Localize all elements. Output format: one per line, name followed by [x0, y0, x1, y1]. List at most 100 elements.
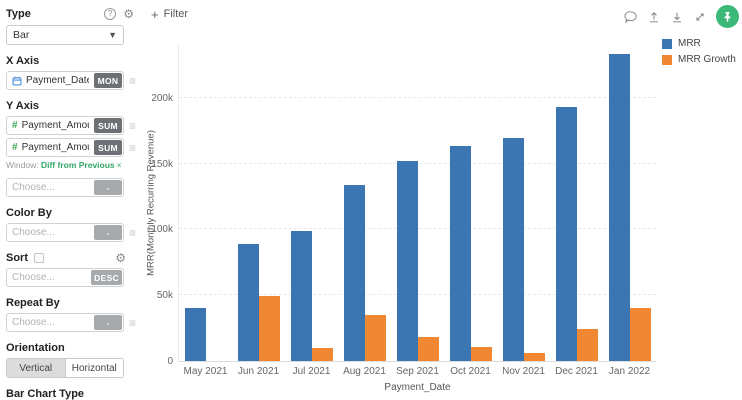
chart-legend: MRR MRR Growth — [662, 38, 736, 65]
bar-mrr[interactable] — [343, 184, 365, 361]
x-axis-title: Payment_Date — [384, 382, 451, 393]
aggregation-badge[interactable]: SUM — [94, 118, 122, 133]
window-function-tag: Window: Diff from Previous × — [6, 160, 122, 170]
bar-group — [232, 45, 285, 361]
download-icon[interactable] — [670, 10, 684, 24]
x-axis-field[interactable]: Payment_Date MON — [6, 71, 124, 90]
drag-handle-icon[interactable]: ≡ — [128, 118, 136, 133]
bar-mrr-growth[interactable] — [311, 347, 333, 361]
bar-mrr[interactable] — [608, 54, 630, 361]
bar-group — [497, 45, 550, 361]
x-axis-tick-label: Sep 2021 — [396, 366, 439, 377]
y-axis-field-name: Payment_Amount — [21, 120, 89, 131]
chart-type-value: Bar — [13, 29, 30, 41]
chart-config-sidebar: Type ? ⚙ Bar ▼ X Axis Payment_Date MON ≡… — [0, 0, 138, 400]
x-axis-tick-label: Oct 2021 — [450, 366, 491, 377]
orientation-horizontal-option[interactable]: Horizontal — [64, 359, 123, 377]
settings-gear-icon[interactable]: ⚙ — [123, 7, 134, 21]
sort-settings-gear-icon[interactable]: ⚙ — [115, 251, 126, 265]
x-axis-tick-label: Jun 2021 — [237, 366, 280, 377]
y-axis-label: Y Axis — [6, 100, 40, 112]
x-axis-tick-label: Jul 2021 — [292, 366, 331, 377]
x-axis-tick-label: Nov 2021 — [502, 366, 545, 377]
bar-group — [338, 45, 391, 361]
legend-item[interactable]: MRR Growth — [662, 54, 736, 65]
bar-mrr[interactable] — [502, 138, 524, 361]
bar-mrr-growth[interactable] — [470, 346, 492, 361]
legend-label: MRR — [678, 38, 701, 49]
plot-area: 0 50k 100k 150k 200k May 2021 Jun 2021 Jul 2021… — [151, 45, 656, 393]
y-axis-field-name: Payment_Amount — [21, 142, 89, 153]
empty-aggregation-badge[interactable]: - — [94, 225, 122, 240]
bar-group — [444, 45, 497, 361]
drag-handle-icon[interactable]: ≡ — [128, 315, 136, 330]
empty-aggregation-badge[interactable]: - — [94, 180, 122, 195]
legend-item[interactable]: MRR — [662, 38, 736, 49]
number-type-icon: # — [12, 120, 18, 131]
bar-mrr-growth[interactable] — [417, 337, 439, 361]
x-axis-field-name: Payment_Date — [26, 75, 89, 86]
chart-type-select[interactable]: Bar ▼ — [6, 25, 124, 45]
bar-group — [179, 45, 232, 361]
color-by-field[interactable]: Choose... - — [6, 223, 124, 242]
bar-mrr[interactable] — [555, 106, 577, 361]
number-type-icon: # — [12, 142, 18, 153]
sort-label: Sort — [6, 252, 28, 264]
bar-mrr-growth[interactable] — [576, 329, 598, 361]
aggregation-badge[interactable]: SUM — [94, 140, 122, 155]
bar-mrr[interactable] — [396, 160, 418, 361]
date-granularity-badge[interactable]: MON — [94, 73, 122, 88]
bar-mrr[interactable] — [290, 230, 312, 361]
x-axis-labels: May 2021 Jun 2021 Jul 2021 Aug 2021 Sep 2021… — [179, 366, 656, 377]
legend-swatch — [662, 38, 672, 49]
bar-mrr-growth[interactable] — [258, 296, 280, 361]
bar-mrr[interactable] — [237, 243, 259, 361]
bar-mrr-growth[interactable] — [364, 314, 386, 361]
expand-icon[interactable] — [693, 10, 707, 24]
gridline — [179, 162, 656, 164]
empty-aggregation-badge[interactable]: - — [94, 315, 122, 330]
sort-direction-badge[interactable]: DESC — [91, 270, 122, 285]
orientation-vertical-option[interactable]: Vertical — [7, 359, 65, 377]
repeat-by-field[interactable]: Choose... - — [6, 313, 124, 332]
bar-group — [603, 45, 656, 361]
x-axis-tick-label: May 2021 — [183, 366, 228, 377]
y-axis-tick-label: 50k — [156, 290, 173, 302]
bar-mrr[interactable] — [449, 146, 471, 361]
drag-handle-icon[interactable]: ≡ — [128, 73, 136, 88]
pin-button[interactable] — [716, 5, 739, 28]
bars-container — [179, 45, 656, 361]
plus-icon: + — [151, 6, 159, 22]
legend-swatch — [662, 54, 672, 65]
calendar-icon — [12, 76, 22, 85]
remove-window-icon[interactable]: × — [116, 160, 122, 170]
x-axis-tick-label: Dec 2021 — [555, 366, 598, 377]
bar-mrr[interactable] — [184, 308, 206, 361]
filter-button[interactable]: + Filter — [151, 6, 189, 22]
drag-handle-icon[interactable]: ≡ — [128, 140, 136, 155]
sort-field[interactable]: Choose... DESC — [6, 268, 124, 287]
help-icon[interactable]: ? — [104, 8, 117, 20]
type-label: Type — [6, 8, 31, 20]
y-axis-title: MRR(Monthly Recurring Revenue) — [145, 130, 157, 276]
y-axis-tick-label: 150k — [151, 158, 173, 170]
x-axis-tick-label: Aug 2021 — [343, 366, 386, 377]
legend-label: MRR Growth — [678, 54, 736, 65]
gridline — [179, 294, 656, 296]
y-axis-tick-label: 0 — [167, 356, 173, 367]
y-axis-field-1[interactable]: # Payment_Amount SUM — [6, 116, 124, 135]
bar-group — [550, 45, 603, 361]
drag-handle-icon[interactable]: ≡ — [128, 225, 136, 240]
bar-group — [391, 45, 444, 361]
window-function-value[interactable]: Diff from Previous — [40, 160, 115, 170]
comment-icon[interactable] — [624, 10, 638, 24]
orientation-label: Orientation — [6, 342, 65, 354]
bar-mrr-growth[interactable] — [629, 308, 651, 361]
gridline — [179, 96, 656, 98]
upload-icon[interactable] — [647, 10, 661, 24]
sort-checkbox[interactable] — [34, 253, 44, 263]
y-axis-add-field[interactable]: Choose... - — [6, 178, 124, 197]
bar-mrr-growth[interactable] — [523, 353, 545, 361]
y-axis-field-2[interactable]: # Payment_Amount SUM — [6, 138, 124, 157]
